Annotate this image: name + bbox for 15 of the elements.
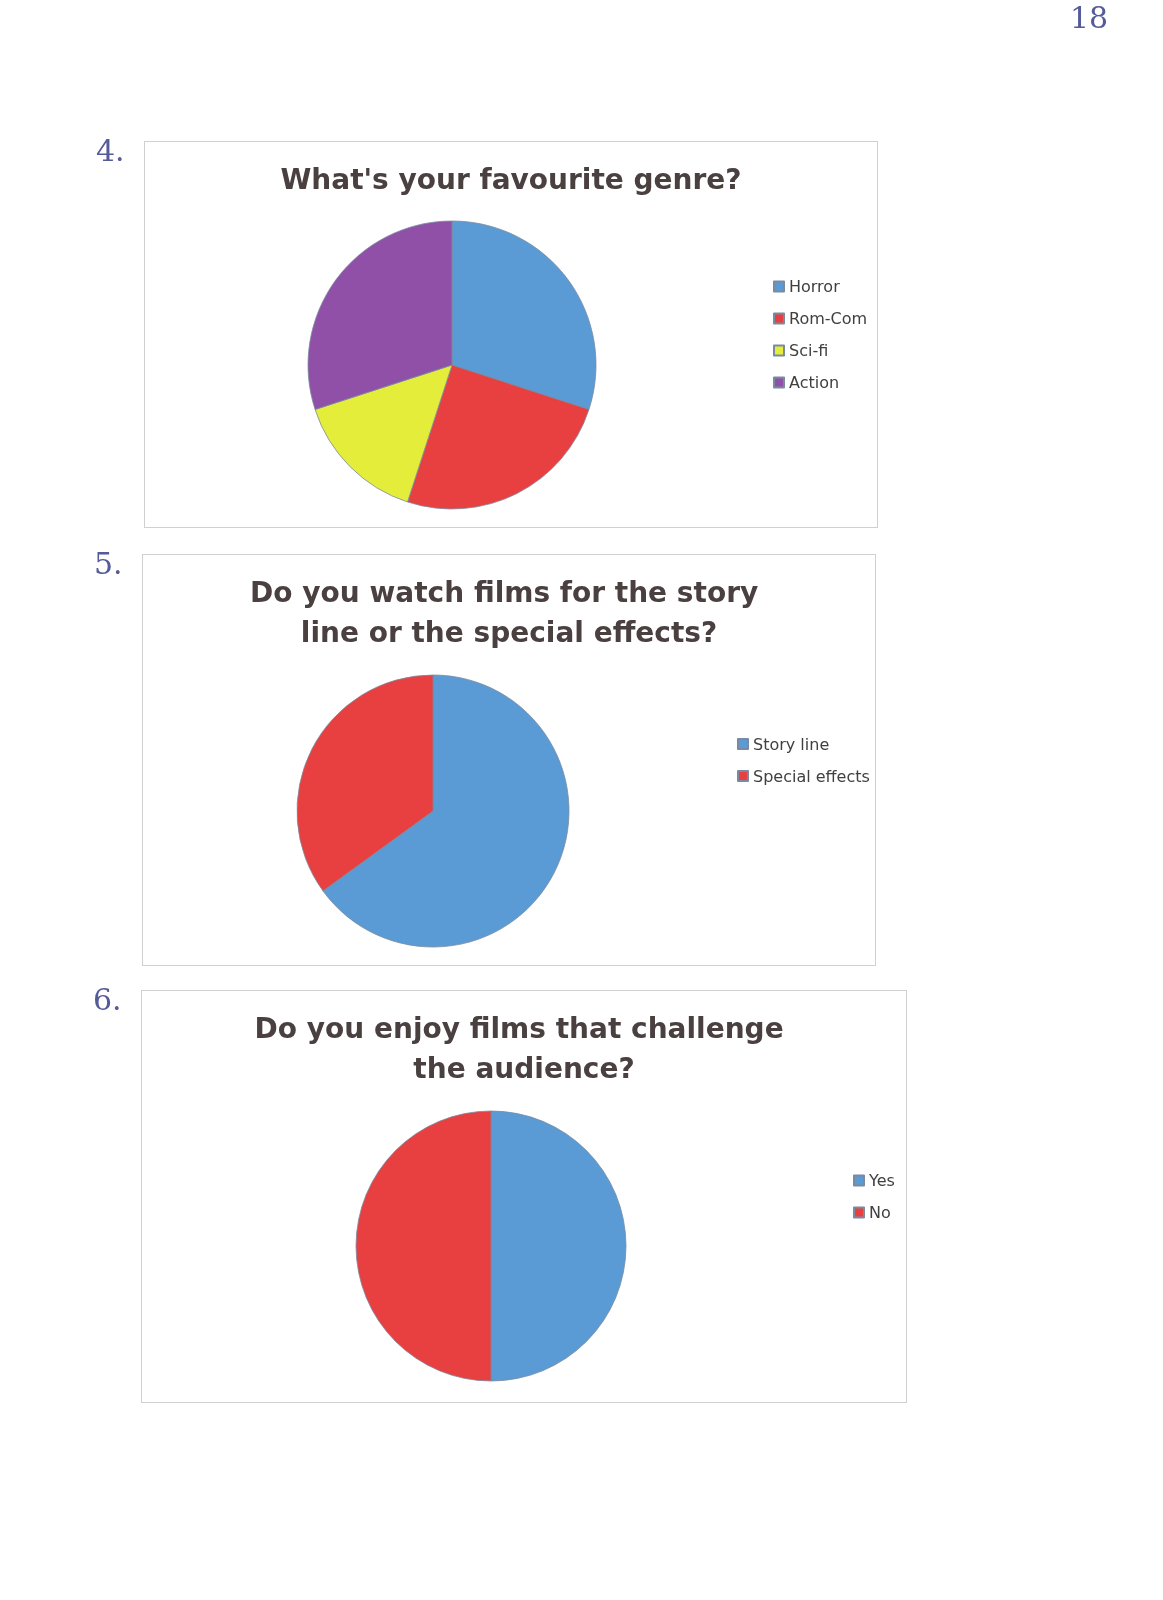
chart-title: Do you watch films for the story line or the special effects?	[250, 575, 768, 649]
legend-label: Sci-fi	[789, 341, 829, 360]
text: 6.	[93, 982, 122, 1017]
legend-label: Rom-Com	[789, 309, 868, 328]
text: 5.	[94, 546, 123, 581]
legend-label: Horror	[789, 277, 841, 296]
legend-label: No	[869, 1203, 891, 1222]
text: 4.	[96, 133, 125, 168]
legend-label: Action	[789, 373, 840, 392]
chart-title: What's your favourite genre?	[280, 162, 742, 196]
chart-title: Do you enjoy films that challenge the audience?	[254, 1011, 794, 1085]
legend-label: Yes	[868, 1171, 895, 1190]
legend-label: Special effects	[753, 766, 870, 786]
text: 18	[1070, 0, 1109, 35]
legend-label: Story line	[753, 734, 830, 754]
